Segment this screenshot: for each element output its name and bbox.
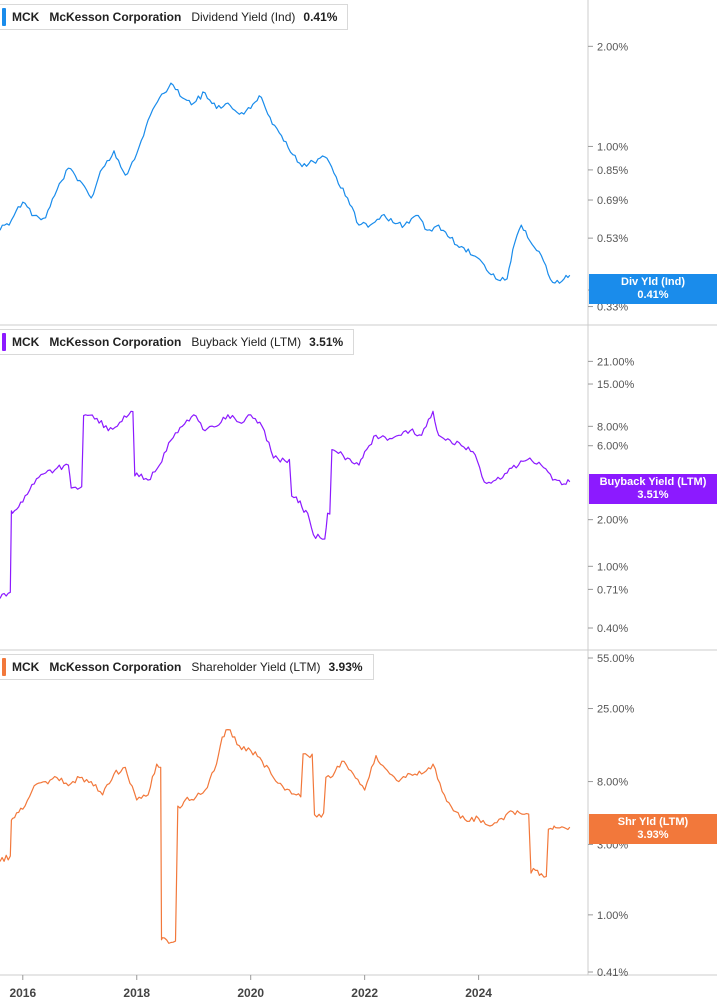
legend-company: McKesson Corporation <box>49 660 182 674</box>
tag-value: 3.93% <box>637 829 669 841</box>
series-swatch <box>2 8 6 26</box>
legend-company: McKesson Corporation <box>49 10 182 24</box>
series-line <box>0 82 571 284</box>
legend-buyback-yield: MCK McKesson Corporation Buyback Yield (… <box>0 329 355 355</box>
y-tick-label: 0.71% <box>597 584 628 596</box>
series-swatch <box>2 333 6 351</box>
series-line <box>0 729 571 944</box>
y-tick-label: 21.00% <box>597 356 635 368</box>
legend-value: 3.93% <box>328 660 363 674</box>
y-tick-label: 0.40% <box>597 623 628 635</box>
y-tick-label: 1.00% <box>597 141 628 153</box>
y-tick-label: 55.00% <box>597 653 635 665</box>
legend-metric: Shareholder Yield (LTM) <box>191 660 321 674</box>
y-tick-label: 2.00% <box>597 515 628 527</box>
current-value-tag-shareholder: Shr Yld (LTM) 3.93% <box>589 814 717 844</box>
legend-metric: Dividend Yield (Ind) <box>191 10 296 24</box>
y-tick-label: 6.00% <box>597 441 628 453</box>
legend-shareholder-yield: MCK McKesson Corporation Shareholder Yie… <box>0 654 374 680</box>
tag-label: Buyback Yield (LTM) <box>599 476 707 488</box>
y-tick-label: 25.00% <box>597 704 635 716</box>
y-tick-label: 0.33% <box>597 302 628 314</box>
legend-value: 3.51% <box>309 335 344 349</box>
legend-ticker: MCK <box>12 335 40 349</box>
x-tick-label: 2022 <box>351 986 378 1000</box>
y-tick-label: 8.00% <box>597 421 628 433</box>
y-tick-label: 15.00% <box>597 379 635 391</box>
tag-label: Shr Yld (LTM) <box>617 816 689 828</box>
y-tick-label: 0.41% <box>597 967 628 979</box>
y-tick-label: 1.00% <box>597 561 628 573</box>
current-value-tag-dividend: Div Yld (Ind) 0.41% <box>589 274 717 304</box>
y-tick-label: 0.85% <box>597 165 628 177</box>
tag-value: 3.51% <box>637 489 669 501</box>
y-tick-label: 2.00% <box>597 41 628 53</box>
x-tick-label: 2016 <box>9 986 36 1000</box>
legend-dividend-yield: MCK McKesson Corporation Dividend Yield … <box>0 4 349 30</box>
legend-metric: Buyback Yield (LTM) <box>191 335 302 349</box>
y-tick-label: 1.00% <box>597 910 628 922</box>
tag-label: Div Yld (Ind) <box>621 276 685 288</box>
legend-value: 0.41% <box>303 10 338 24</box>
y-tick-label: 0.69% <box>597 195 628 207</box>
x-tick-label: 2018 <box>123 986 150 1000</box>
series-swatch <box>2 658 6 676</box>
legend-ticker: MCK <box>12 10 40 24</box>
y-tick-label: 8.00% <box>597 777 628 789</box>
legend-company: McKesson Corporation <box>49 335 182 349</box>
current-value-tag-buyback: Buyback Yield (LTM) 3.51% <box>589 474 717 504</box>
y-tick-label: 0.53% <box>597 233 628 245</box>
series-line <box>0 410 571 599</box>
tag-value: 0.41% <box>637 289 669 301</box>
x-tick-label: 2024 <box>465 986 492 1000</box>
legend-ticker: MCK <box>12 660 40 674</box>
x-tick-label: 2020 <box>237 986 264 1000</box>
